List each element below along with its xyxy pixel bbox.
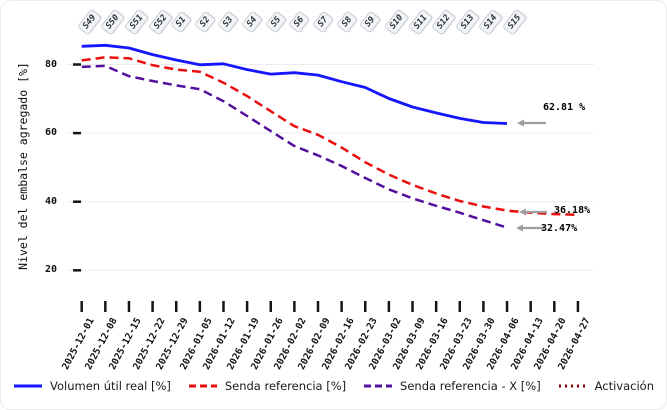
legend-label: Activación: [594, 379, 654, 393]
y-tick-label: 20: [44, 264, 57, 276]
legend-label: Senda referencia - X [%]: [400, 379, 541, 393]
annotation-arrowhead: [516, 224, 523, 232]
y-tick-label: 80: [44, 58, 57, 70]
annotation-arrowhead: [519, 208, 526, 216]
legend-item: Activación: [558, 379, 654, 393]
legend-item: Volumen útil real [%]: [13, 379, 171, 393]
legend-item: Senda referencia - X [%]: [363, 379, 541, 393]
legend-swatch: [188, 384, 217, 388]
y-tick-label: 60: [44, 127, 57, 139]
legend: Volumen útil real [%] Senda referencia [%…: [13, 375, 654, 397]
series-line: [81, 56, 578, 217]
annotation-value: 36.18%: [554, 205, 591, 216]
legend-swatch: [14, 384, 42, 388]
legend-swatch: [558, 384, 587, 388]
series-line: [81, 43, 508, 125]
series-line: [81, 64, 508, 229]
legend-item: Senda referencia [%]: [188, 379, 346, 393]
annotation-arrowhead: [517, 119, 524, 127]
legend-swatch: [364, 384, 393, 388]
legend-label: Senda referencia [%]: [224, 379, 347, 393]
y-axis-title: Nivel del embalse agregado [%]: [16, 62, 30, 270]
annotation-value: 32.47%: [541, 223, 578, 234]
y-tick-label: 40: [44, 195, 57, 207]
legend-label: Volumen útil real [%]: [50, 379, 171, 393]
annotation-value: 62.81 %: [543, 102, 586, 113]
